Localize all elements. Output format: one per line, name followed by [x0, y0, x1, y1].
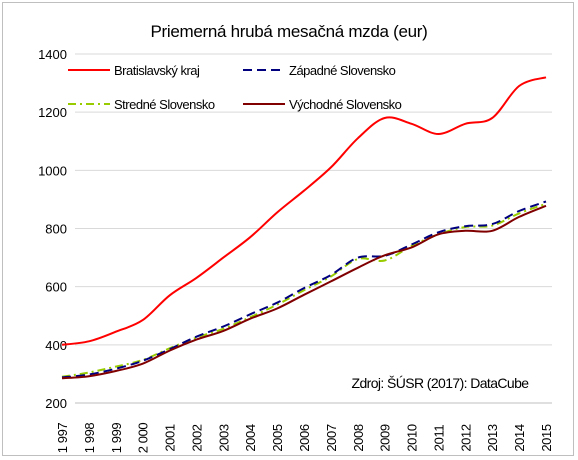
series-line-3 — [61, 204, 547, 380]
x-tick-label: 2011 — [431, 425, 446, 452]
x-tick-label: 2012 — [458, 424, 473, 451]
x-tick-label: 2014 — [512, 424, 527, 451]
x-tick-label: 2007 — [324, 424, 339, 451]
legend-label: Západné Slovensko — [289, 63, 396, 78]
legend-label: Východné Slovensko — [289, 97, 402, 112]
y-tick-label: 1000 — [38, 163, 67, 178]
x-tick-label: 2006 — [297, 424, 312, 451]
x-tick-label: 2003 — [216, 424, 231, 451]
x-tick-label: 2005 — [270, 424, 285, 451]
x-tick-label: 2008 — [351, 424, 366, 451]
x-tick-label: 2015 — [539, 424, 554, 451]
y-axis: 200 400 600 800 1000 1200 1400 — [38, 47, 67, 411]
x-tick-label: 2 000 — [136, 423, 151, 454]
x-tick-label: 2002 — [189, 424, 204, 451]
y-tick-label: 600 — [45, 280, 67, 295]
chart-title: Priemerná hrubá mesačná mzda (eur) — [150, 22, 427, 41]
x-tick-label: 1 998 — [82, 423, 97, 454]
y-tick-label: 1400 — [38, 47, 67, 62]
y-tick-label: 400 — [45, 338, 67, 353]
x-tick-label: 2010 — [405, 424, 420, 451]
x-axis: 1 997 1 998 1 999 2 000 2001 2002 2003 2004 2005… — [55, 423, 554, 454]
series-lines — [61, 76, 547, 380]
y-tick-label: 1200 — [38, 105, 67, 120]
y-tick-label: 200 — [45, 396, 67, 411]
x-tick-label: 1 997 — [55, 423, 70, 454]
x-tick-label: 2013 — [485, 424, 500, 451]
legend: Bratislavský kraj Západné Slovensko Stredn… — [68, 63, 402, 112]
x-tick-label: 2001 — [163, 424, 178, 451]
series-line-2 — [61, 202, 547, 378]
gridlines — [75, 53, 552, 404]
source-note: Zdroj: ŠÚSR (2017): DataCube — [352, 375, 530, 391]
y-tick-label: 800 — [45, 222, 67, 237]
legend-label: Stredné Slovensko — [114, 97, 215, 112]
x-tick-label: 2004 — [243, 424, 258, 451]
x-tick-label: 1 999 — [109, 423, 124, 454]
x-tick-label: 2009 — [378, 424, 393, 451]
series-line-1 — [61, 200, 547, 379]
series-line-0 — [61, 76, 547, 346]
legend-label: Bratislavský kraj — [114, 63, 200, 78]
